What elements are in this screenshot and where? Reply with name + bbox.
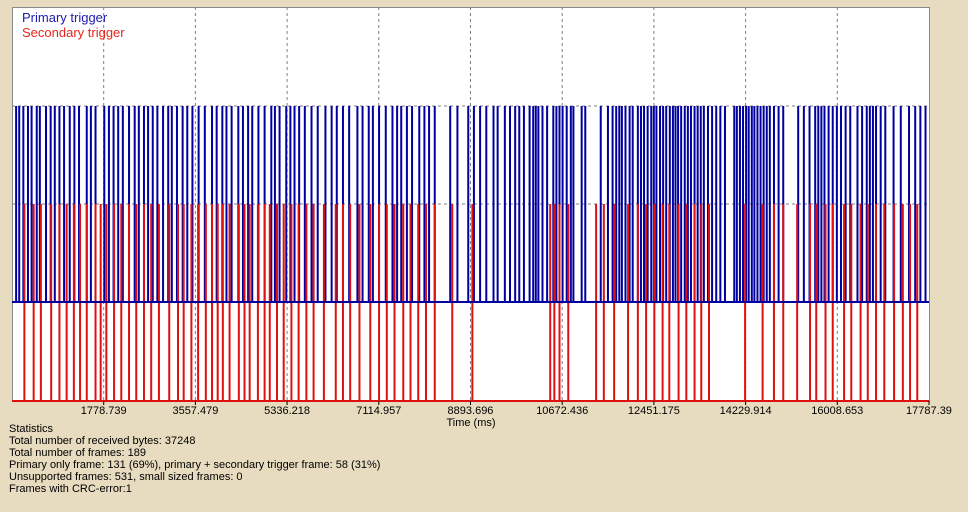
x-tick-label: 7114.957 (356, 405, 401, 417)
x-tick-label: 16008.653 (811, 405, 863, 417)
x-tick-label: 5336.218 (264, 405, 310, 417)
stat-total-frames: Total number of frames: 189 (9, 447, 146, 459)
x-tick-label: 12451.175 (628, 405, 680, 417)
stat-unsupported-frames: Unsupported frames: 531, small sized fra… (9, 471, 243, 483)
statistics-heading: Statistics (9, 423, 54, 435)
trigger-chart: 1778.739 3557.479 5336.218 7114.957 8893.696… (12, 7, 952, 429)
legend-primary-trigger: Primary trigger (22, 10, 108, 25)
x-tick-label: 10672.436 (536, 405, 588, 417)
x-tick-label: 1778.739 (81, 405, 127, 417)
x-axis-ticks: 1778.739 3557.479 5336.218 7114.957 8893.696… (81, 401, 952, 417)
grid (12, 7, 929, 401)
stat-crc-errors: Frames with CRC-error:1 (9, 483, 132, 495)
stat-received-bytes: Total number of received bytes: 37248 (9, 435, 196, 447)
legend-secondary-trigger: Secondary trigger (22, 25, 125, 40)
x-tick-label: 8893.696 (448, 405, 494, 417)
x-tick-label: 14229.914 (720, 405, 772, 417)
x-tick-label: 3557.479 (172, 405, 218, 417)
plot-area (12, 7, 930, 402)
statistics-panel: Statistics Total number of received byte… (9, 423, 380, 495)
stat-frame-types: Primary only frame: 131 (69%), primary +… (9, 459, 381, 471)
x-tick-label: 17787.39 (906, 405, 952, 417)
x-axis-title: Time (ms) (446, 417, 495, 429)
